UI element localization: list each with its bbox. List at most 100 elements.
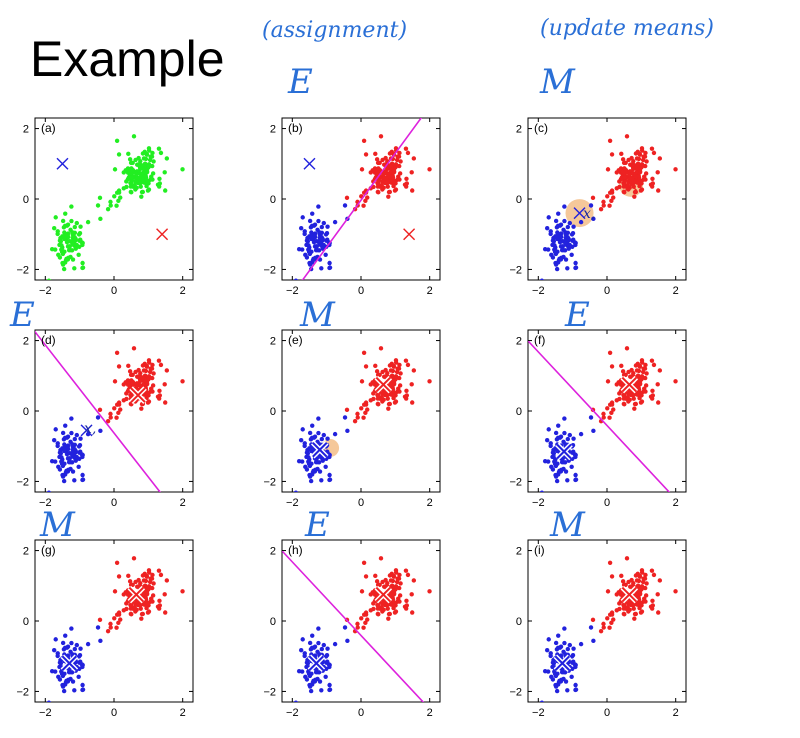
data-point (553, 430, 559, 436)
data-point (376, 402, 381, 407)
data-point (393, 374, 399, 379)
data-point (617, 601, 622, 606)
data-point (138, 378, 143, 384)
data-point (628, 374, 633, 379)
data-point (607, 402, 613, 407)
data-point (134, 384, 139, 389)
data-point (321, 220, 327, 226)
data-point (380, 187, 385, 192)
data-point (302, 651, 307, 656)
data-point (373, 573, 378, 579)
panel: (h) −2 0 2 −2 0 2 (263, 539, 441, 719)
data-point (116, 198, 121, 204)
data-point (567, 432, 573, 438)
plot-area (539, 134, 678, 280)
x-tick-label: −2 (286, 285, 299, 297)
data-point (605, 616, 610, 621)
data-point (76, 674, 81, 680)
data-point (59, 671, 65, 677)
data-point (611, 407, 616, 412)
data-point (363, 410, 368, 416)
data-point (304, 450, 310, 455)
data-point (114, 138, 120, 144)
data-point (374, 369, 380, 374)
data-point (327, 472, 332, 478)
data-point (355, 415, 360, 420)
x-tick-label: 2 (673, 497, 679, 509)
data-point (640, 157, 646, 163)
data-point (304, 467, 310, 472)
data-point (69, 626, 74, 631)
data-point (133, 369, 138, 375)
data-point (379, 395, 384, 400)
data-point (80, 472, 85, 478)
data-point (73, 246, 78, 251)
data-point (137, 602, 143, 608)
centroid-marker (621, 376, 638, 393)
annotation-step-m-row2: M (300, 295, 335, 335)
data-point (149, 375, 155, 381)
data-point (390, 578, 396, 584)
data-point (627, 172, 632, 177)
data-point (573, 240, 578, 246)
data-point (72, 436, 78, 442)
x-tick-label: 2 (180, 285, 186, 297)
data-point (156, 146, 162, 151)
data-point (150, 389, 155, 394)
data-point (639, 609, 645, 614)
data-point (651, 572, 657, 578)
data-point (313, 460, 319, 465)
data-point (368, 398, 373, 403)
data-point (385, 166, 390, 172)
data-point (164, 578, 170, 583)
data-point (622, 166, 627, 171)
data-point (578, 641, 584, 647)
data-point (404, 388, 409, 394)
data-point (650, 181, 656, 186)
data-point (363, 620, 368, 626)
data-point (619, 151, 624, 157)
data-point (76, 252, 81, 258)
data-point (539, 278, 545, 280)
data-point (302, 441, 307, 446)
data-point (145, 602, 150, 607)
y-tick-label: 2 (23, 124, 29, 136)
data-point (325, 436, 330, 441)
data-point (365, 195, 370, 200)
data-point (157, 181, 163, 186)
data-point (61, 478, 67, 484)
data-point (150, 572, 155, 578)
data-point (363, 198, 368, 204)
decision-boundary (35, 330, 162, 492)
panel: (g) −2 0 2 −2 0 2 (16, 539, 194, 719)
data-point (557, 435, 563, 440)
data-point (319, 688, 324, 693)
data-point (605, 589, 611, 594)
data-point (317, 230, 322, 235)
data-point (304, 255, 310, 260)
data-point (108, 199, 113, 205)
data-point (156, 568, 162, 573)
data-point (641, 154, 646, 159)
data-point (601, 625, 606, 630)
data-point (409, 382, 414, 387)
data-point (605, 379, 611, 384)
x-tick-label: 2 (427, 497, 433, 509)
data-point (636, 368, 642, 374)
centroid-marker (573, 207, 586, 220)
data-point (121, 398, 126, 403)
data-point (387, 573, 393, 578)
data-point (390, 368, 396, 374)
data-point (620, 579, 626, 584)
plot-area (293, 346, 432, 492)
annotation-step-e-row2-left: E (10, 295, 35, 335)
data-point (323, 232, 329, 237)
data-point (395, 576, 400, 581)
data-point (98, 638, 103, 644)
data-point (563, 257, 569, 262)
data-point (135, 584, 140, 589)
data-point (649, 146, 655, 151)
data-point (342, 625, 348, 630)
centroid-marker (308, 655, 325, 671)
